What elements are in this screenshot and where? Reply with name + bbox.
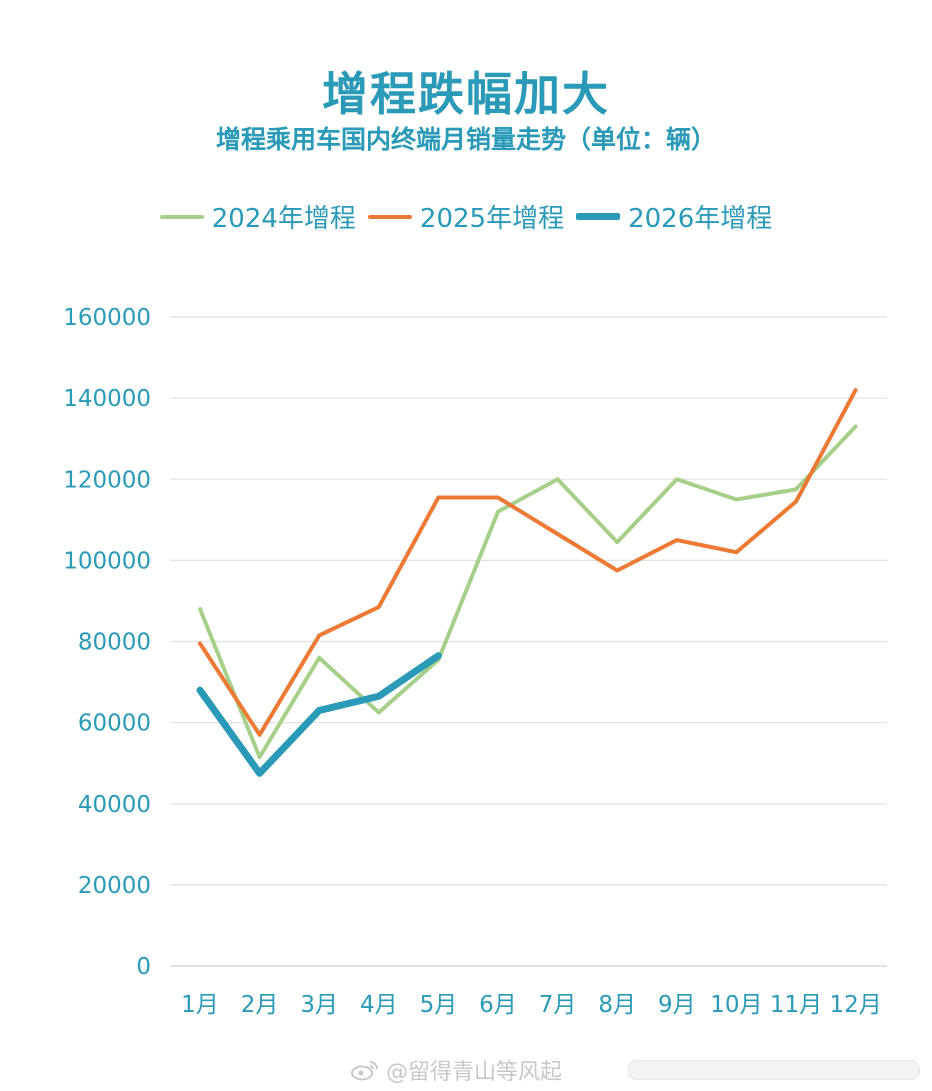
- y-tick-label: 160000: [63, 305, 151, 331]
- legend-label-2024: 2024年增程: [211, 204, 356, 234]
- series-line-3: [196, 652, 442, 777]
- x-tick-label: 10月: [710, 992, 762, 1018]
- x-tick-label: 8月: [598, 992, 636, 1018]
- y-tick-label: 120000: [63, 467, 151, 493]
- x-tick-label: 2月: [241, 992, 279, 1018]
- watermark-bar: [628, 1060, 920, 1080]
- y-tick-label: 40000: [78, 792, 151, 818]
- x-tick-label: 11月: [770, 992, 822, 1018]
- y-tick-label: 20000: [78, 873, 151, 899]
- chart-legend: 2024年增程 2025年增程 2026年增程: [0, 198, 932, 235]
- x-tick-label: 7月: [539, 992, 577, 1018]
- x-tick-label: 9月: [658, 992, 696, 1018]
- legend-swatch-2024: [159, 214, 204, 219]
- legend-label-2026: 2026年增程: [628, 204, 773, 234]
- weibo-icon: [351, 1061, 378, 1081]
- y-tick-label: 80000: [78, 630, 151, 656]
- x-tick-label: 3月: [300, 992, 338, 1018]
- legend-swatch-2025: [367, 214, 412, 219]
- legend-item-2025: 2025年增程: [367, 198, 565, 235]
- watermark: @留得青山等风起: [350, 1054, 562, 1086]
- x-tick-label: 1月: [181, 992, 219, 1018]
- y-tick-label: 60000: [78, 711, 151, 737]
- x-tick-label: 6月: [479, 992, 517, 1018]
- x-tick-label: 5月: [420, 992, 458, 1018]
- y-tick-label: 0: [136, 954, 151, 980]
- legend-item-2026: 2026年增程: [576, 198, 772, 235]
- legend-swatch-2026: [576, 213, 621, 220]
- legend-label-2025: 2025年增程: [419, 204, 565, 234]
- x-tick-label: 4月: [360, 992, 398, 1018]
- x-tick-label: 12月: [829, 992, 881, 1018]
- watermark-text: @留得青山等风起: [386, 1060, 563, 1085]
- y-tick-label: 100000: [63, 548, 151, 574]
- series-line-1: [198, 424, 858, 760]
- legend-item-2024: 2024年增程: [159, 198, 356, 235]
- series-line-2: [198, 388, 858, 737]
- y-tick-label: 140000: [63, 386, 151, 412]
- chart-subtitle: 增程乘用车国内终端月销量走势（单位：辆）: [215, 125, 716, 154]
- chart-title: 增程跌幅加大: [322, 67, 610, 121]
